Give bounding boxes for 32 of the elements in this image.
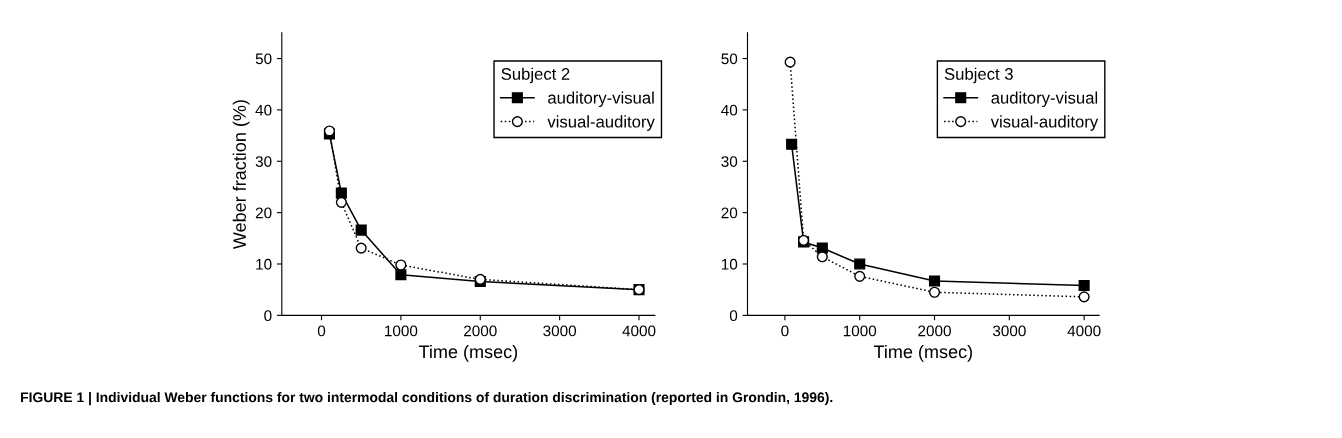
y-tick-label: 0 — [729, 310, 738, 322]
y-tick-label: 20 — [721, 207, 738, 219]
x-tick-label: 1000 — [385, 325, 418, 337]
x-tick-label: 3000 — [543, 325, 577, 337]
y-tick-label: 40 — [255, 104, 272, 116]
caption: FIGURE 1 | Individual Weber functions for two intermodal conditions of duration discrimination (reported in Grondin, 1996). — [21, 392, 833, 406]
y-axis-title: Weber fraction (%) — [232, 100, 250, 250]
x-tick-label: 3000 — [992, 325, 1026, 337]
y-tick-label: 20 — [255, 207, 272, 219]
legend-label: auditory-visual — [991, 91, 1098, 108]
y-tick-label: 40 — [721, 104, 738, 116]
x-axis-title: Time (msec) — [873, 344, 972, 362]
x-tick-label: 0 — [781, 325, 789, 337]
y-tick-label: 0 — [264, 310, 272, 322]
x-tick-label: 4000 — [622, 325, 656, 337]
x-tick-label: 1000 — [843, 325, 877, 337]
y-tick-label: 50 — [255, 53, 272, 65]
legend-title: Subject 3 — [944, 67, 1013, 84]
legend-label: auditory-visual — [548, 91, 654, 108]
x-tick-label: 2000 — [918, 325, 951, 337]
y-tick-label: 10 — [721, 258, 738, 270]
y-tick-label: 30 — [721, 156, 738, 167]
legend-title: Subject 2 — [501, 67, 570, 84]
legend-label: visual-auditory — [547, 115, 655, 131]
legend-label: visual-auditory — [990, 115, 1099, 131]
y-tick-label: 30 — [255, 156, 272, 167]
x-tick-label: 2000 — [464, 325, 497, 337]
y-tick-label: 50 — [721, 53, 738, 65]
x-tick-label: 4000 — [1067, 325, 1101, 337]
y-tick-label: 10 — [256, 258, 272, 270]
x-axis-title: Time (msec) — [418, 344, 518, 362]
x-tick-label: 0 — [317, 325, 326, 337]
